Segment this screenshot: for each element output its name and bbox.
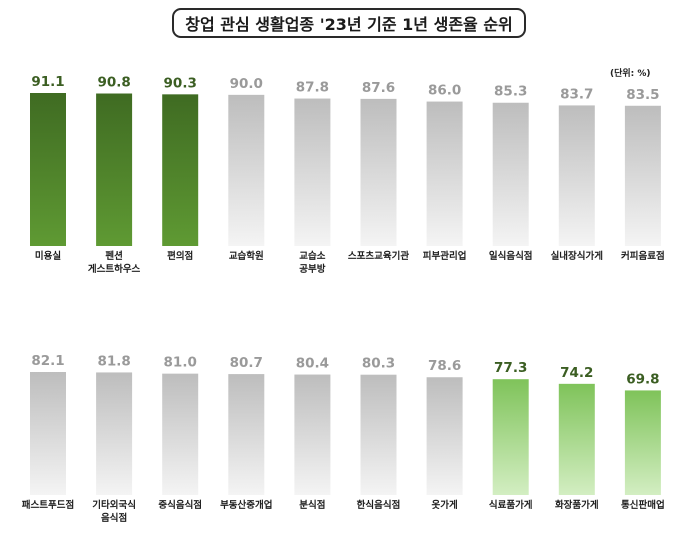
category-label-line: 통신판매업	[621, 499, 665, 511]
category-label-line: 한식음식점	[357, 499, 401, 511]
bar	[426, 101, 463, 247]
bar	[30, 372, 66, 495]
value-label: 77.3	[494, 360, 527, 376]
bar	[492, 102, 529, 247]
bar	[96, 93, 133, 246]
value-label: 87.8	[296, 80, 329, 96]
category-label-line: 화장품가게	[555, 499, 599, 511]
bar	[624, 390, 661, 495]
category-label-line: 중식음식점	[158, 499, 202, 511]
bar	[294, 374, 331, 495]
value-label: 78.6	[428, 358, 461, 374]
bar	[492, 379, 529, 495]
bar	[162, 373, 199, 495]
category-label: 부동산중개업	[220, 499, 272, 511]
category-label: 중식음식점	[158, 499, 202, 511]
value-label: 80.3	[362, 356, 395, 372]
category-label-line: 음식점	[101, 512, 127, 524]
bar	[360, 98, 397, 246]
category-label: 교습학원	[229, 250, 264, 262]
category-label: 일식음식점	[489, 250, 533, 262]
category-label-line: 패스트푸드점	[22, 499, 74, 511]
category-label: 피부관리업	[423, 250, 467, 262]
value-label: 90.8	[97, 75, 130, 91]
value-label: 69.8	[626, 371, 659, 387]
bar	[360, 374, 397, 495]
category-label: 펜션 게스트하우스	[88, 250, 141, 275]
category-label: 패스트푸드점	[22, 499, 74, 511]
category-label-line: 커피음료점	[621, 250, 665, 262]
category-label: 커피음료점	[621, 250, 665, 262]
category-label: 화장품가게	[555, 499, 599, 511]
category-label-line: 미용실	[35, 250, 61, 262]
value-label: 80.7	[230, 355, 263, 371]
category-label: 스포츠교육기관	[348, 250, 409, 262]
value-label: 87.6	[362, 80, 395, 96]
category-label: 실내장식가게	[551, 250, 603, 262]
value-label: 81.8	[97, 353, 130, 369]
category-label: 편의점	[167, 250, 193, 262]
category-label-line: 부동산중개업	[220, 499, 272, 511]
bar	[558, 383, 595, 495]
category-label-line: 공부방	[299, 263, 325, 275]
category-label: 교습소 공부방	[299, 250, 325, 275]
value-label: 83.7	[560, 86, 593, 102]
bar	[96, 372, 133, 495]
value-label: 74.2	[560, 365, 593, 381]
category-label-line: 식료품가게	[489, 499, 533, 511]
unit-label: (단위: %)	[610, 69, 651, 79]
category-label: 한식음식점	[357, 499, 401, 511]
category-label-line: 스포츠교육기관	[348, 250, 409, 262]
category-label-line: 피부관리업	[423, 250, 467, 262]
category-label-line: 분식점	[299, 499, 325, 511]
category-label: 옷가게	[431, 499, 457, 511]
category-label-line: 일식음식점	[489, 250, 533, 262]
value-label: 83.5	[626, 87, 659, 103]
value-label: 90.3	[164, 75, 197, 91]
category-label: 식료품가게	[489, 499, 533, 511]
value-label: 91.1	[31, 74, 64, 90]
category-label-line: 옷가게	[431, 499, 457, 511]
category-label: 통신판매업	[621, 499, 665, 511]
category-label-line: 편의점	[167, 250, 193, 262]
category-label-line: 교습학원	[229, 250, 264, 262]
bar	[426, 377, 463, 495]
value-label: 85.3	[494, 84, 527, 100]
value-label: 90.0	[230, 76, 263, 92]
chart-title: 창업 관심 생활업종 '23년 기준 1년 생존율 순위	[172, 8, 526, 38]
category-label-line: 펜션	[105, 250, 122, 262]
category-label-line: 교습소	[299, 250, 325, 262]
category-label: 미용실	[35, 250, 61, 262]
bar	[228, 94, 265, 247]
value-label: 80.4	[296, 356, 329, 372]
category-label: 분식점	[299, 499, 325, 511]
bar	[558, 105, 595, 246]
value-label: 81.0	[164, 355, 197, 371]
category-label-line: 게스트하우스	[88, 263, 141, 275]
category-label: 기타외국식 음식점	[92, 499, 136, 524]
value-label: 82.1	[31, 353, 64, 369]
bar	[162, 94, 199, 246]
bar	[624, 105, 661, 246]
value-label: 86.0	[428, 83, 461, 99]
bar	[294, 98, 331, 246]
category-label-line: 실내장식가게	[551, 250, 603, 262]
bar	[228, 374, 265, 495]
category-label-line: 기타외국식	[92, 499, 136, 511]
bar	[30, 93, 66, 246]
